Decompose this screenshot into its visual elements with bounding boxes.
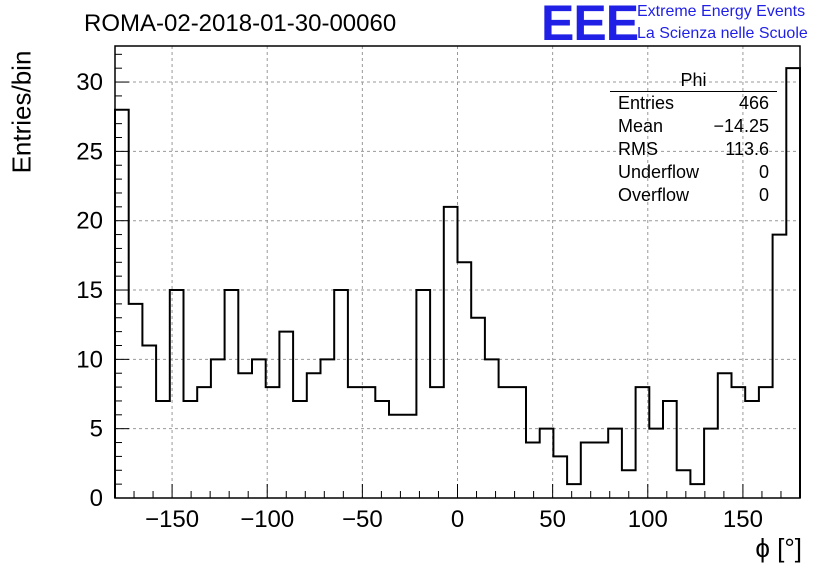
histogram-bin (197, 387, 211, 498)
histogram-bin (307, 373, 321, 498)
histogram-bin (567, 484, 581, 498)
histogram-bin (211, 359, 225, 498)
stats-value: 113.6 (725, 139, 769, 159)
histogram-bin (334, 290, 348, 498)
x-tick-label: 100 (628, 506, 668, 533)
chart-title: ROMA-02-2018-01-30-00060 (84, 10, 397, 37)
x-axis-label: ϕ [°] (755, 533, 802, 563)
stats-label: Underflow (618, 162, 700, 182)
stats-row-overflow: Overflow 0 (610, 184, 777, 207)
histogram-bin (512, 387, 526, 498)
logo-line-2: La Scienza nelle Scuole (637, 25, 808, 42)
histogram-bin (526, 443, 540, 498)
histogram-bin (540, 429, 554, 498)
x-tick-label: −150 (145, 506, 199, 533)
histogram-bin (608, 429, 622, 498)
y-tick-label: 10 (76, 346, 103, 373)
stats-value: 0 (758, 162, 769, 182)
histogram-bin (252, 359, 266, 498)
histogram-bin (416, 290, 430, 498)
stats-value: −14.25 (713, 116, 769, 136)
histogram-bin (266, 387, 280, 498)
histogram-outline (114, 67, 801, 498)
histogram-bin (375, 401, 389, 498)
histogram-bin (718, 373, 732, 498)
stats-label: RMS (618, 139, 658, 159)
x-tick-label: 0 (451, 506, 464, 533)
histogram-bin (184, 401, 198, 498)
histogram-bin (458, 262, 472, 498)
histogram-bin (759, 387, 773, 498)
histogram-bin (444, 207, 458, 498)
histogram-bin (690, 484, 704, 498)
histogram-bin (553, 456, 567, 498)
stats-row-underflow: Underflow 0 (610, 161, 777, 184)
histogram-bin (348, 387, 362, 498)
stats-label: Entries (618, 93, 675, 113)
x-tick-label: −100 (240, 506, 294, 533)
histogram-bin (595, 443, 609, 498)
histogram-bin (745, 401, 759, 498)
histogram-bin (115, 110, 129, 498)
stats-label: Mean (618, 116, 664, 136)
x-tick-label: −50 (342, 506, 383, 533)
histogram-bin (142, 345, 156, 498)
histogram-bin (581, 443, 595, 498)
histogram-bin (389, 415, 403, 498)
y-tick-label: 30 (76, 69, 103, 96)
histogram-bin (773, 235, 787, 498)
stats-value: 0 (758, 185, 769, 205)
stats-row-mean: Mean −14.25 (610, 115, 777, 138)
eee-logo: EEE (541, 0, 639, 51)
histogram-bin (403, 415, 417, 498)
stats-value: 466 (738, 93, 769, 113)
y-tick-label: 20 (76, 208, 103, 235)
y-axis-label: Entries/bin (6, 50, 37, 174)
histogram-bin (471, 318, 485, 498)
stats-label: Overflow (618, 185, 690, 205)
stats-name: Phi (610, 70, 777, 92)
histogram-bin (321, 359, 335, 498)
histogram-bin (156, 401, 170, 498)
y-tick-label: 0 (90, 485, 103, 512)
x-tick-label: 150 (723, 506, 763, 533)
histogram-bin (499, 387, 513, 498)
histogram-bin (649, 429, 663, 498)
y-tick-label: 25 (76, 138, 103, 165)
histogram-bin (677, 470, 691, 498)
histogram-bin (293, 401, 307, 498)
stats-row-rms: RMS 113.6 (610, 138, 777, 161)
histogram-bin (636, 387, 650, 498)
histogram-bin (279, 332, 293, 498)
histogram-bin (485, 359, 499, 498)
y-tick-label: 5 (90, 416, 103, 443)
x-tick-label: 50 (539, 506, 566, 533)
logo-line-1: Extreme Energy Events (637, 3, 806, 20)
plot-frame (114, 45, 801, 499)
histogram-bin (430, 387, 444, 498)
histogram-bin (225, 290, 239, 498)
stats-box: Phi Entries 466 Mean −14.25 RMS 113.6 Un… (610, 70, 777, 207)
y-tick-label: 15 (76, 277, 103, 304)
histogram-bin (732, 387, 746, 498)
histogram-bin (238, 373, 252, 498)
histogram-bin (704, 429, 718, 498)
histogram-bin (362, 387, 376, 498)
histogram-bin (622, 470, 636, 498)
tick-labels: −150 −100 −50 0 50 100 150 0 5 10 15 20 25 30 (76, 69, 763, 533)
stats-row-entries: Entries 466 (610, 92, 777, 115)
histogram-bin (129, 304, 143, 498)
histogram-bin (786, 68, 800, 498)
histogram-bin (170, 290, 184, 498)
histogram-bin (663, 401, 677, 498)
